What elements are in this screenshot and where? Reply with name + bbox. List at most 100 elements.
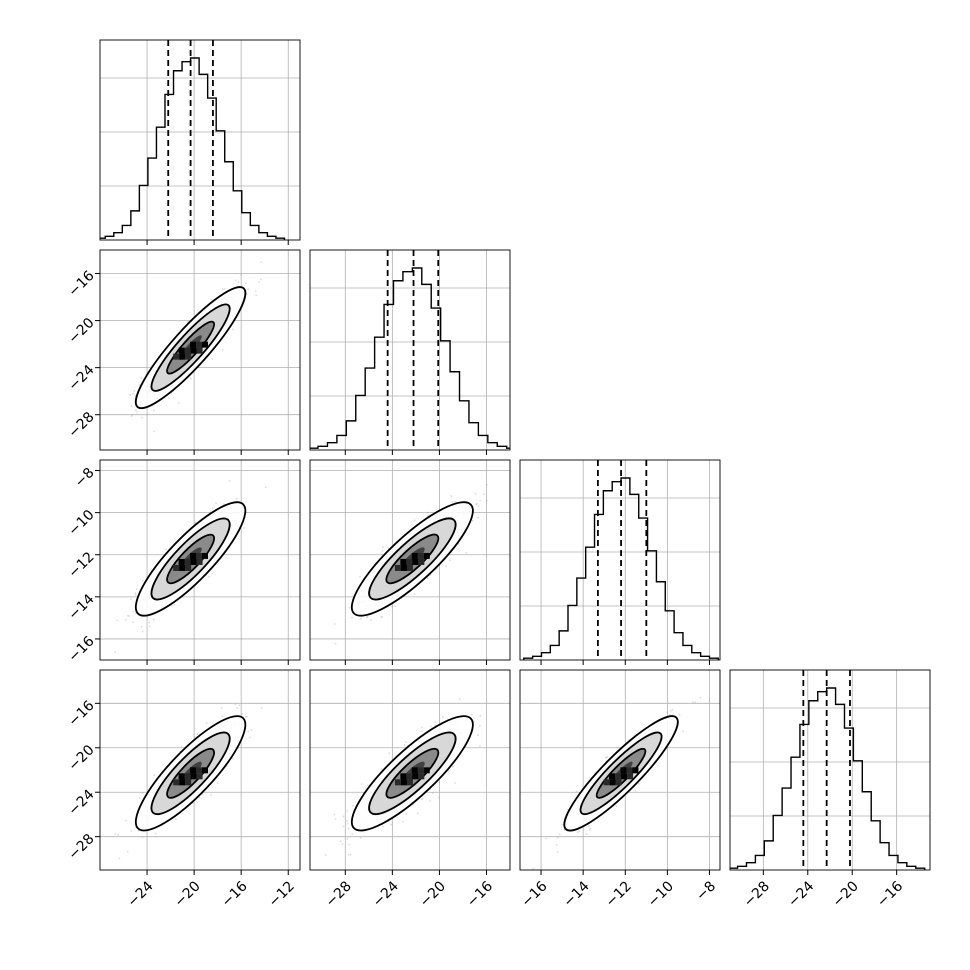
y-tick-label-3-3: −16 — [65, 698, 97, 730]
panel-frame — [99, 249, 301, 451]
density-core-3-1 — [418, 773, 425, 780]
x-tick-label-2-2: −12 — [603, 878, 635, 910]
panel-3-3: −28 −24 −20 −16 — [729, 669, 931, 911]
density-core-2-0 — [190, 558, 197, 565]
density-core-2-1 — [418, 558, 425, 565]
x-tick-label-3-1: −24 — [785, 878, 817, 910]
density-core-2-0 — [185, 564, 192, 571]
density-core-3-0 — [190, 773, 197, 780]
y-tick-label-2-1: −14 — [65, 591, 97, 623]
density-core-3-0 — [178, 773, 185, 780]
density-core-2-1 — [394, 564, 401, 571]
panel-3-0: −28 −24 −20 −16 −24 −20 −16 −12 — [65, 669, 301, 911]
density-core-3-0 — [196, 773, 203, 780]
x-tick-label-2-4: −8 — [693, 878, 719, 904]
x-tick-label-1-3: −16 — [464, 878, 496, 910]
density-core-3-1 — [423, 767, 430, 774]
panel-frame — [309, 459, 511, 661]
density-core-3-1 — [417, 767, 424, 774]
density-core-3-1 — [400, 773, 407, 780]
panel-2-0: −16 −14 −12 −10 −8 — [65, 459, 301, 665]
density-core-3-2 — [626, 767, 633, 774]
density-core-3-2 — [620, 767, 627, 774]
x-tick-label-2-0: −16 — [518, 878, 550, 910]
density-core-2-1 — [406, 558, 413, 565]
density-core-2-1 — [400, 558, 407, 565]
panel-1-0: −28 −24 −20 −16 — [65, 249, 301, 455]
density-core-3-2 — [627, 773, 634, 780]
y-tick-label-2-4: −8 — [72, 465, 98, 491]
density-core-1-0 — [196, 347, 203, 354]
x-tick-label-0-3: −12 — [266, 878, 298, 910]
panel-frame — [309, 249, 511, 451]
density-core-2-0 — [189, 552, 196, 559]
density-core-3-1 — [394, 779, 401, 786]
density-core-2-0 — [195, 552, 202, 559]
histogram-1 — [310, 267, 510, 449]
density-core-1-0 — [195, 341, 202, 348]
density-core-2-1 — [411, 552, 418, 559]
density-core-1-0 — [189, 341, 196, 348]
density-core-3-2 — [621, 773, 628, 780]
density-core-2-1 — [417, 552, 424, 559]
density-core-3-1 — [406, 779, 413, 786]
y-tick-label-3-0: −28 — [65, 831, 97, 863]
density-core-2-0 — [184, 558, 191, 565]
density-core-2-0 — [173, 564, 180, 571]
panel-frame — [99, 459, 301, 661]
density-core-3-2 — [632, 767, 639, 774]
y-tick-label-2-3: −10 — [65, 507, 97, 539]
y-tick-label-2-0: −16 — [65, 633, 97, 665]
density-core-3-1 — [400, 779, 407, 786]
y-tick-label-1-3: −16 — [65, 268, 97, 300]
x-tick-label-0-1: −20 — [172, 878, 204, 910]
x-tick-label-3-0: −28 — [741, 878, 773, 910]
panel-1-1 — [309, 249, 511, 455]
panel-frame — [729, 669, 931, 871]
panel-2-1 — [309, 459, 511, 665]
density-core-3-1 — [412, 773, 419, 780]
histogram-0 — [100, 57, 286, 240]
density-core-3-0 — [201, 767, 208, 774]
panel-frame — [309, 669, 511, 871]
y-tick-label-1-1: −24 — [65, 362, 97, 394]
density-core-2-0 — [178, 558, 185, 565]
density-core-2-1 — [400, 564, 407, 571]
x-tick-label-0-2: −16 — [219, 878, 251, 910]
density-core-3-0 — [189, 767, 196, 774]
density-core-3-2 — [609, 779, 616, 786]
histogram-3 — [730, 687, 926, 870]
x-tick-label-3-3: −16 — [874, 878, 906, 910]
density-core-3-2 — [615, 773, 622, 780]
panel-3-2: −16 −14 −12 −10 −8 — [518, 669, 721, 911]
x-tick-label-1-1: −24 — [370, 878, 402, 910]
density-core-2-0 — [196, 558, 203, 565]
density-core-3-0 — [184, 773, 191, 780]
density-core-2-1 — [412, 558, 419, 565]
density-core-3-1 — [411, 767, 418, 774]
density-core-1-0 — [190, 347, 197, 354]
density-core-3-0 — [195, 767, 202, 774]
panel-3-1: −28 −24 −20 −16 — [309, 669, 511, 911]
density-core-1-0 — [201, 341, 208, 348]
x-tick-label-3-2: −20 — [830, 878, 862, 910]
density-core-3-2 — [615, 779, 622, 786]
x-tick-label-0-0: −24 — [124, 878, 156, 910]
density-core-2-0 — [201, 552, 208, 559]
density-core-3-0 — [185, 779, 192, 786]
histogram-2 — [523, 477, 720, 660]
density-core-3-2 — [603, 779, 610, 786]
density-core-1-0 — [178, 347, 185, 354]
density-core-1-0 — [185, 353, 192, 360]
x-tick-label-1-0: −28 — [323, 878, 355, 910]
x-tick-label-1-2: −20 — [417, 878, 449, 910]
panel-2-2 — [519, 459, 721, 665]
panel-frame — [519, 459, 721, 661]
density-core-2-1 — [423, 552, 430, 559]
panel-0-0 — [99, 39, 301, 245]
density-core-1-0 — [173, 353, 180, 360]
density-core-3-2 — [609, 773, 616, 780]
density-core-2-1 — [406, 564, 413, 571]
panel-frame — [519, 669, 721, 871]
density-core-1-0 — [179, 353, 186, 360]
